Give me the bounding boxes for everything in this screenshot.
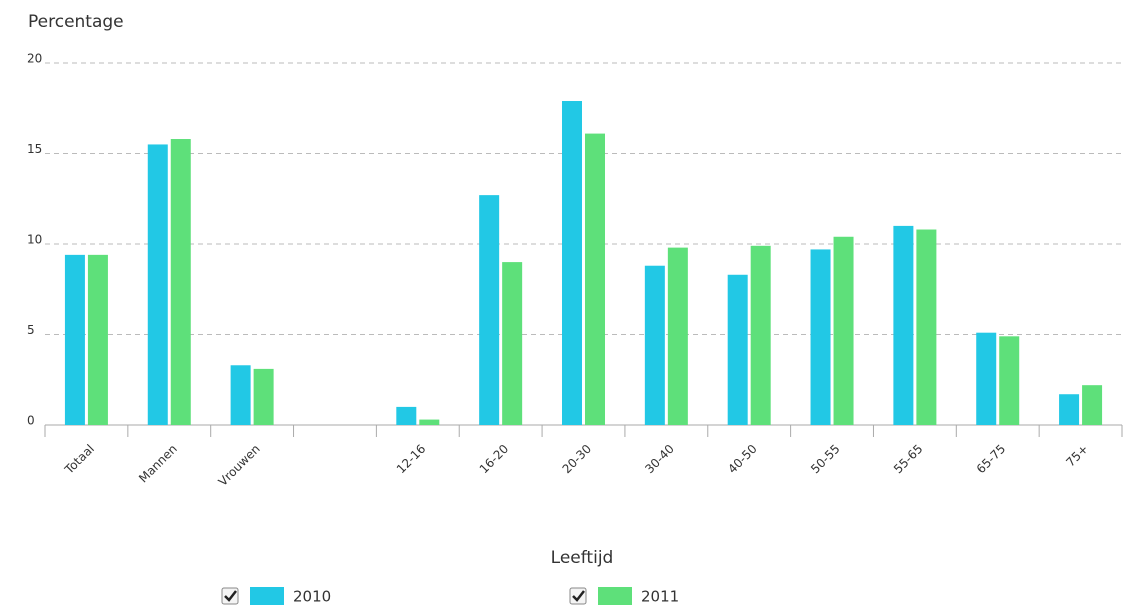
y-tick-label: 10	[27, 233, 42, 247]
bar	[644, 265, 665, 425]
bar	[667, 247, 688, 425]
x-tick-label: 65-75	[974, 442, 1009, 477]
bar	[64, 254, 85, 425]
bar	[727, 274, 748, 425]
bar	[253, 368, 274, 425]
bar	[810, 249, 831, 425]
y-axis-label: Percentage	[28, 12, 124, 32]
checkbox[interactable]	[221, 587, 239, 605]
bar	[976, 332, 997, 425]
x-tick-label: Mannen	[136, 442, 180, 486]
bar	[833, 236, 854, 425]
bar	[1082, 385, 1103, 425]
bar	[562, 101, 582, 425]
bar	[502, 262, 523, 425]
bar	[585, 133, 605, 425]
bar	[419, 419, 440, 425]
checkmark	[572, 590, 585, 602]
y-tick-label: 0	[27, 414, 35, 428]
legend-swatch	[598, 587, 632, 605]
y-tick-label: 15	[27, 142, 42, 156]
y-tick-label: 20	[27, 52, 42, 66]
bar	[230, 365, 251, 425]
bar	[750, 245, 771, 425]
bar	[87, 254, 108, 425]
bar	[1059, 394, 1080, 425]
bar	[147, 144, 168, 425]
bar	[916, 229, 937, 425]
legend-swatch	[250, 587, 284, 605]
bar	[396, 406, 417, 425]
checkbox[interactable]	[569, 587, 587, 605]
x-tick-label: 50-55	[808, 442, 843, 477]
legend-label: 2011	[641, 588, 679, 606]
y-tick-label: 5	[27, 323, 35, 337]
x-tick-label: Vrouwen	[216, 442, 263, 489]
legend-label: 2010	[293, 588, 331, 606]
x-tick-label: Totaal	[61, 442, 97, 478]
bar	[893, 225, 914, 425]
x-axis-label: Leeftijd	[551, 548, 614, 568]
checkmark	[224, 590, 237, 602]
bar	[479, 195, 500, 425]
x-tick-label: 20-30	[560, 442, 595, 477]
x-tick-label: 75+	[1063, 442, 1091, 470]
bar	[999, 336, 1020, 425]
legend-item[interactable]: 2010	[221, 587, 331, 606]
x-tick-label: 30-40	[642, 442, 677, 477]
x-tick-label: 12-16	[394, 442, 429, 477]
legend-item[interactable]: 2011	[569, 587, 679, 606]
x-tick-label: 16-20	[477, 442, 512, 477]
x-tick-label: 55-65	[891, 442, 926, 477]
x-tick-label: 40-50	[725, 442, 760, 477]
bar	[170, 139, 191, 425]
